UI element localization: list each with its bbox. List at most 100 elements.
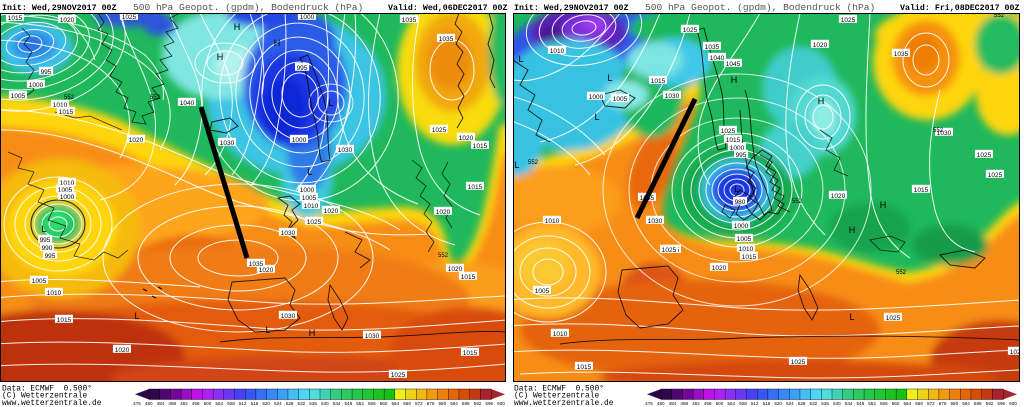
svg-text:1025: 1025 [841,17,856,24]
svg-text:1020: 1020 [712,265,727,272]
svg-text:H: H [731,75,738,85]
svg-text:552: 552 [356,401,364,406]
svg-text:980: 980 [735,199,746,206]
svg-text:1000: 1000 [589,94,604,101]
svg-text:552: 552 [64,95,75,101]
svg-text:L: L [41,224,46,234]
svg-text:H: H [818,96,825,106]
svg-text:540: 540 [833,401,841,406]
svg-text:1015: 1015 [8,15,23,22]
svg-text:Init: Wed,29NOV2017 00Z: Init: Wed,29NOV2017 00Z [2,3,117,13]
svg-text:1000: 1000 [300,14,315,21]
svg-text:1025: 1025 [988,172,1003,179]
svg-text:552: 552 [896,270,907,276]
svg-text:520: 520 [262,401,270,406]
svg-text:1035: 1035 [249,261,264,268]
svg-text:552: 552 [868,401,876,406]
svg-text:1015: 1015 [468,184,483,191]
svg-text:1020: 1020 [813,42,828,49]
svg-text:(C) Wetterzentrale: (C) Wetterzentrale [514,392,599,401]
svg-text:1015: 1015 [914,187,929,194]
svg-text:Init: Wed,29NOV2017 00Z: Init: Wed,29NOV2017 00Z [514,3,629,13]
svg-text:1020: 1020 [60,17,75,24]
svg-text:1015: 1015 [742,254,757,261]
svg-text:488: 488 [168,401,176,406]
svg-text:995: 995 [45,253,56,260]
svg-text:L: L [518,54,523,64]
svg-text:H: H [234,22,241,32]
svg-text:568: 568 [403,401,411,406]
svg-text:1030: 1030 [665,93,680,100]
svg-text:576: 576 [939,401,947,406]
svg-text:596: 596 [485,401,493,406]
svg-text:552: 552 [438,253,449,259]
svg-text:1020: 1020 [324,208,339,215]
svg-text:532: 532 [810,401,818,406]
svg-text:1005: 1005 [32,278,47,285]
svg-text:480: 480 [145,401,153,406]
svg-text:1005: 1005 [737,236,752,243]
svg-text:1030: 1030 [648,218,663,225]
svg-text:512: 512 [751,401,759,406]
svg-text:(C) Wetterzentrale: (C) Wetterzentrale [2,392,87,401]
svg-text:1010: 1010 [60,180,75,187]
svg-text:L: L [328,98,333,108]
svg-text:1005: 1005 [302,195,317,202]
svg-text:Valid: Fri,08DEC2017 00Z: Valid: Fri,08DEC2017 00Z [900,3,1020,13]
svg-text:L: L [514,160,519,170]
svg-text:1000: 1000 [292,137,307,144]
svg-text:1040: 1040 [710,55,725,62]
svg-text:500 hPa Geopot. (gpdm), Bodend: 500 hPa Geopot. (gpdm), Bodendruck (hPa) [133,2,363,13]
svg-text:500: 500 [716,401,724,406]
svg-text:536: 536 [821,401,829,406]
svg-text:1005: 1005 [613,96,628,103]
svg-text:492: 492 [180,401,188,406]
svg-text:1025: 1025 [721,128,736,135]
svg-text:995: 995 [41,69,52,76]
svg-text:1020: 1020 [115,347,130,354]
svg-text:990: 990 [42,245,53,252]
svg-text:532: 532 [298,401,306,406]
svg-text:995: 995 [736,152,747,159]
svg-text:496: 496 [704,401,712,406]
svg-text:508: 508 [227,401,235,406]
svg-text:1025: 1025 [791,359,806,366]
svg-text:484: 484 [669,401,677,406]
svg-text:1035: 1035 [439,36,454,43]
svg-text:492: 492 [692,401,700,406]
svg-text:548: 548 [345,401,353,406]
svg-text:600: 600 [1009,401,1017,406]
svg-text:H: H [309,328,316,338]
svg-text:1015: 1015 [651,78,666,85]
svg-text:1010: 1010 [47,290,62,297]
svg-text:Data: ECMWF 0.500°: Data: ECMWF 0.500° [514,385,604,394]
svg-text:1015: 1015 [461,274,476,281]
svg-text:1025: 1025 [307,219,322,226]
svg-text:1005: 1005 [58,187,73,194]
svg-text:504: 504 [727,401,735,406]
svg-text:576: 576 [427,401,435,406]
svg-text:544: 544 [845,401,853,406]
svg-text:572: 572 [415,401,423,406]
svg-text:1020: 1020 [259,267,274,274]
svg-text:1030: 1030 [365,333,380,340]
svg-text:1030: 1030 [220,140,235,147]
svg-text:1000: 1000 [734,223,749,230]
svg-text:552: 552 [150,95,161,101]
svg-text:588: 588 [462,401,470,406]
svg-text:1020: 1020 [459,135,474,142]
svg-text:556: 556 [880,401,888,406]
svg-text:1020: 1020 [436,209,451,216]
svg-text:556: 556 [368,401,376,406]
svg-text:1005: 1005 [11,93,26,100]
svg-text:516: 516 [763,401,771,406]
svg-text:1015: 1015 [473,143,488,150]
svg-text:L: L [734,184,739,194]
svg-text:548: 548 [857,401,865,406]
svg-text:580: 580 [950,401,958,406]
svg-text:L: L [307,167,312,177]
svg-text:544: 544 [333,401,341,406]
svg-text:592: 592 [474,401,482,406]
svg-text:560: 560 [892,401,900,406]
svg-text:1035: 1035 [894,51,909,58]
